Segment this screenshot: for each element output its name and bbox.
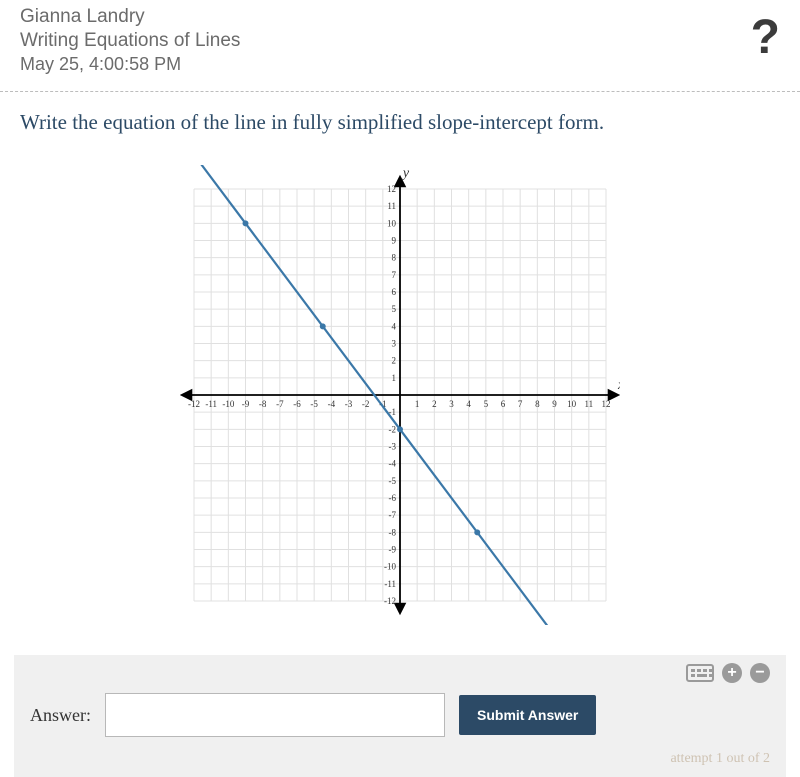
svg-text:-8: -8	[259, 399, 267, 409]
svg-text:-7: -7	[389, 510, 397, 520]
svg-text:-5: -5	[389, 476, 397, 486]
attempt-text: attempt 1 out of 2	[30, 751, 770, 767]
svg-text:9: 9	[552, 399, 557, 409]
svg-text:y: y	[401, 166, 410, 181]
answer-input[interactable]	[105, 693, 445, 737]
svg-text:x: x	[617, 378, 620, 393]
svg-text:2: 2	[392, 356, 397, 366]
add-icon[interactable]: +	[722, 663, 742, 683]
svg-text:-2: -2	[389, 424, 397, 434]
answer-label: Answer:	[30, 705, 91, 726]
svg-text:3: 3	[449, 399, 454, 409]
svg-text:-3: -3	[389, 442, 397, 452]
svg-text:-4: -4	[389, 459, 397, 469]
svg-text:11: 11	[387, 201, 396, 211]
svg-text:4: 4	[466, 399, 471, 409]
student-name: Gianna Landry	[20, 6, 780, 28]
svg-text:-8: -8	[389, 527, 397, 537]
header: Gianna Landry Writing Equations of Lines…	[0, 0, 800, 85]
svg-text:-12: -12	[384, 596, 396, 606]
svg-text:-7: -7	[276, 399, 284, 409]
svg-text:12: 12	[602, 399, 611, 409]
timestamp: May 25, 4:00:58 PM	[20, 54, 780, 75]
coordinate-graph: -12-11-10-9-8-7-6-5-4-3-2-11234567891011…	[180, 165, 620, 625]
svg-text:6: 6	[501, 399, 506, 409]
svg-text:4: 4	[392, 321, 397, 331]
svg-text:12: 12	[387, 184, 396, 194]
svg-text:1: 1	[392, 373, 397, 383]
svg-text:7: 7	[392, 270, 397, 280]
svg-text:2: 2	[432, 399, 437, 409]
svg-text:8: 8	[392, 253, 397, 263]
svg-text:3: 3	[392, 339, 397, 349]
svg-text:9: 9	[392, 236, 397, 246]
svg-text:7: 7	[518, 399, 523, 409]
svg-text:6: 6	[392, 287, 397, 297]
svg-text:-11: -11	[205, 399, 217, 409]
keyboard-icon[interactable]	[686, 664, 714, 682]
svg-text:-9: -9	[242, 399, 250, 409]
answer-panel: + − Answer: Submit Answer attempt 1 out …	[14, 655, 786, 777]
svg-text:-5: -5	[310, 399, 318, 409]
svg-text:-10: -10	[222, 399, 234, 409]
svg-text:-10: -10	[384, 562, 396, 572]
minus-icon[interactable]: −	[750, 663, 770, 683]
submit-button[interactable]: Submit Answer	[459, 695, 596, 735]
answer-row: Answer: Submit Answer	[30, 693, 770, 737]
svg-text:10: 10	[567, 399, 577, 409]
svg-text:11: 11	[584, 399, 593, 409]
svg-text:-9: -9	[389, 545, 397, 555]
svg-text:-2: -2	[362, 399, 370, 409]
svg-text:8: 8	[535, 399, 540, 409]
help-icon[interactable]: ?	[751, 10, 780, 65]
svg-text:-3: -3	[345, 399, 353, 409]
question-text: Write the equation of the line in fully …	[0, 92, 800, 145]
svg-text:-12: -12	[188, 399, 200, 409]
svg-text:1: 1	[415, 399, 420, 409]
svg-text:-6: -6	[389, 493, 397, 503]
svg-text:10: 10	[387, 218, 397, 228]
assignment-title: Writing Equations of Lines	[20, 30, 780, 52]
svg-text:-11: -11	[384, 579, 396, 589]
svg-text:-6: -6	[293, 399, 301, 409]
svg-text:-4: -4	[328, 399, 336, 409]
svg-text:5: 5	[484, 399, 489, 409]
svg-text:5: 5	[392, 304, 397, 314]
panel-toolbar: + −	[686, 663, 770, 683]
chart-container: -12-11-10-9-8-7-6-5-4-3-2-11234567891011…	[0, 145, 800, 655]
